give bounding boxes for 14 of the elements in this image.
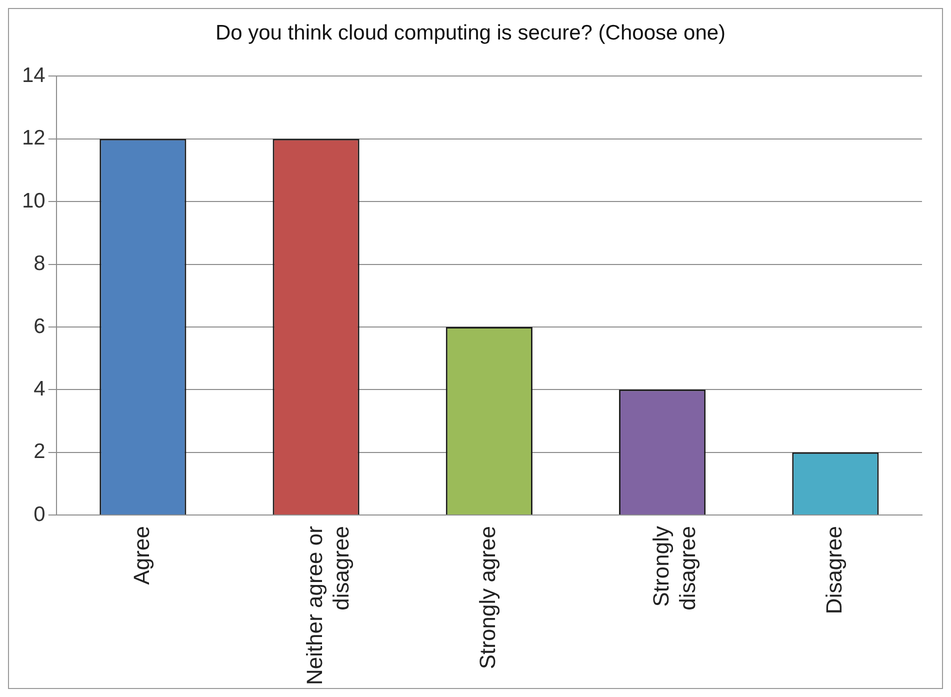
y-tick-label: 2 — [34, 440, 46, 464]
x-tick-label: Agree — [128, 526, 154, 585]
x-tick-label: Strongly disagree — [648, 526, 700, 610]
y-tick-label: 14 — [22, 64, 46, 87]
y-tick-label: 10 — [22, 189, 46, 212]
x-tick-label: Neither agree or disagree — [302, 526, 354, 686]
chart-title: Do you think cloud computing is secure? (Choose one) — [215, 21, 726, 44]
x-tick-label: Disagree — [822, 526, 846, 614]
y-tick-label: 8 — [34, 252, 46, 276]
x-tick-label: Strongly agree — [475, 526, 500, 670]
y-tick-label: 6 — [34, 314, 46, 338]
y-tick-label: 4 — [34, 377, 46, 400]
y-tick-label: 12 — [22, 126, 46, 150]
y-tick-label: 0 — [34, 502, 46, 526]
